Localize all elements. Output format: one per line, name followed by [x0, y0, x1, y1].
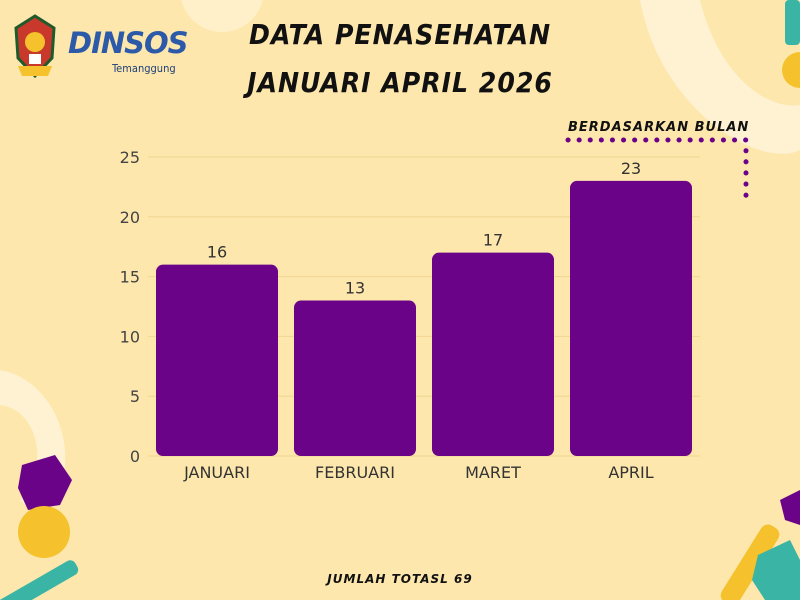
x-tick-label: JANUARI — [183, 463, 250, 482]
y-tick-label: 0 — [130, 447, 140, 466]
x-tick-label: APRIL — [608, 463, 653, 482]
bar — [294, 300, 416, 456]
brand-name: DINSOS — [68, 26, 189, 60]
x-tick-label: MARET — [465, 463, 521, 482]
bar — [432, 252, 554, 456]
y-tick-label: 10 — [120, 327, 140, 346]
page-title-line2: JANUARI APRIL 2026 — [247, 66, 553, 99]
bar — [156, 264, 278, 456]
y-tick-label: 15 — [120, 268, 140, 287]
footer-total: JUMLAH TOTASL 69 — [327, 572, 473, 586]
y-tick-label: 25 — [120, 148, 140, 167]
data-label: 16 — [207, 243, 227, 262]
data-label: 17 — [483, 231, 503, 250]
page-title-line1: DATA PENASEHATAN — [248, 18, 552, 51]
y-tick-label: 5 — [130, 387, 140, 406]
data-label: 13 — [345, 279, 365, 298]
x-tick-label: FEBRUARI — [315, 463, 395, 482]
bar — [570, 180, 692, 457]
brand-subtitle: Temanggung — [112, 62, 176, 75]
y-tick-label: 20 — [120, 208, 140, 227]
data-label: 23 — [621, 159, 641, 178]
chart-subtitle: BERDASARKAN BULAN — [568, 120, 750, 135]
regency-emblem-icon — [14, 14, 56, 79]
